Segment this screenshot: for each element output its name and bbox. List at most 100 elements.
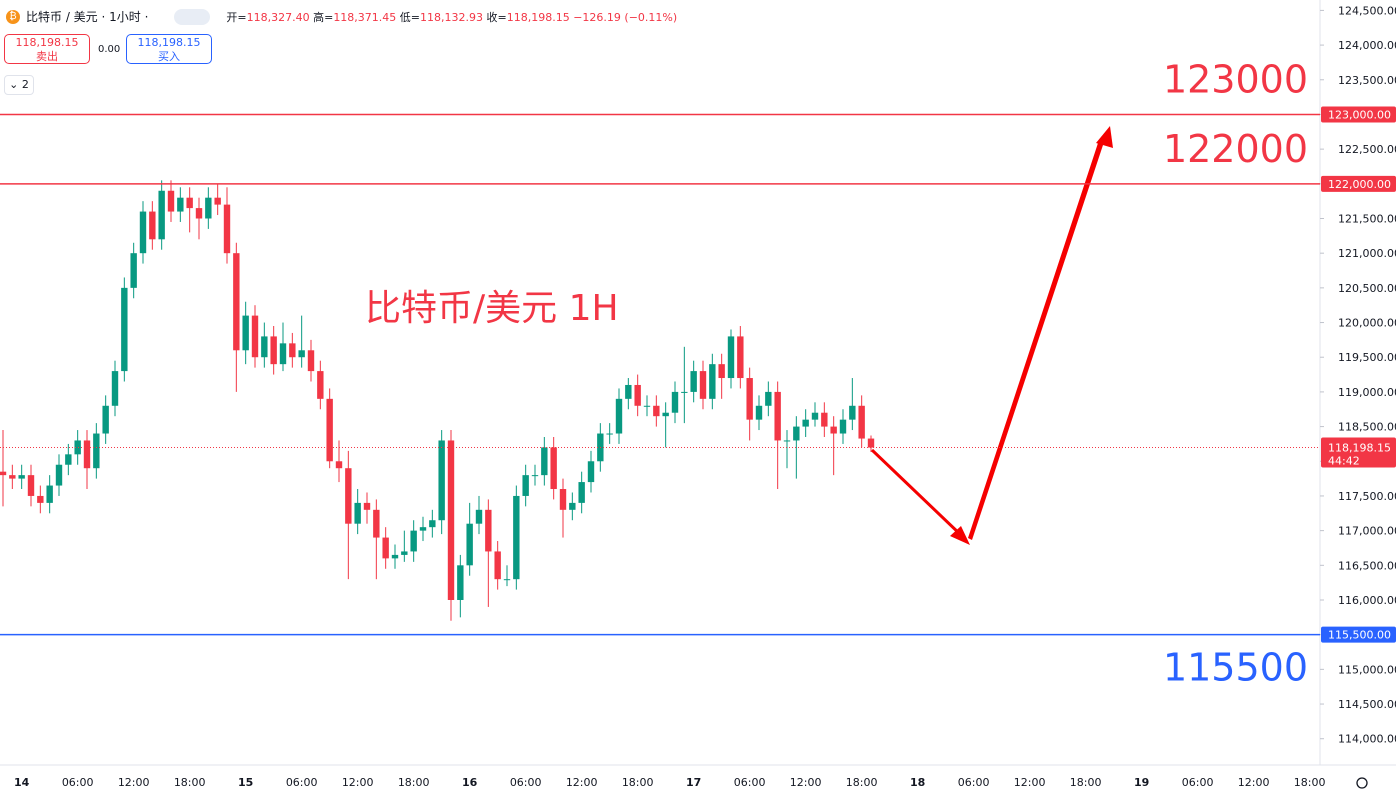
candle-body bbox=[699, 371, 707, 399]
x-tick-label: 15 bbox=[238, 776, 253, 789]
candle-body bbox=[363, 502, 371, 510]
level-text: 122000 bbox=[1163, 127, 1308, 171]
candle-body bbox=[690, 371, 697, 392]
candle-body bbox=[9, 475, 16, 479]
y-tick-label: 117,000.00 bbox=[1338, 525, 1396, 538]
x-tick-label: 06:00 bbox=[510, 776, 542, 789]
candle-body bbox=[447, 440, 455, 600]
candle-body bbox=[513, 495, 520, 580]
candle-body bbox=[261, 336, 268, 358]
candle-body bbox=[27, 475, 35, 496]
chart-title: 比特币/美元 1H bbox=[365, 288, 619, 329]
x-tick-label: 16 bbox=[462, 776, 478, 789]
candle-body bbox=[559, 489, 567, 510]
candle-body bbox=[765, 391, 772, 406]
candle-body bbox=[867, 438, 875, 448]
candle-body bbox=[223, 204, 231, 254]
symbol[interactable]: 比特币 / 美元 · 1小时 · bbox=[26, 10, 149, 24]
candle-body bbox=[37, 495, 44, 503]
candle-body bbox=[737, 336, 744, 379]
candle-body bbox=[317, 371, 324, 399]
x-tick-label: 18:00 bbox=[1294, 776, 1326, 789]
buy-button[interactable]: 118,198.15 买入 bbox=[126, 34, 212, 64]
ohlc: 开=118,327.40 高=118,371.45 低=118,132.93 收… bbox=[226, 9, 677, 25]
sell-button[interactable]: 118,198.15 卖出 bbox=[4, 34, 90, 64]
level-text: 123000 bbox=[1163, 57, 1308, 101]
candle-body bbox=[531, 475, 539, 477]
candle-body bbox=[811, 412, 819, 420]
candle-body bbox=[233, 253, 240, 351]
y-tick-label: 120,000.00 bbox=[1338, 317, 1396, 330]
candle-body bbox=[410, 530, 417, 552]
candle-body bbox=[270, 336, 277, 365]
x-tick-label: 19 bbox=[1134, 776, 1149, 789]
candle-body bbox=[391, 554, 399, 559]
y-tick-label: 121,000.00 bbox=[1338, 247, 1396, 260]
y-tick-label: 124,500.00 bbox=[1338, 4, 1396, 17]
candle-body bbox=[718, 364, 725, 379]
candle-body bbox=[354, 502, 361, 524]
candle-body bbox=[485, 509, 492, 552]
x-tick-label: 06:00 bbox=[62, 776, 94, 789]
y-tick-label: 117,500.00 bbox=[1338, 490, 1396, 503]
indicator-pill[interactable] bbox=[174, 8, 211, 25]
candle-body bbox=[158, 190, 165, 240]
y-tick-label: 119,000.00 bbox=[1338, 386, 1396, 399]
arrows bbox=[870, 126, 1113, 545]
y-tick-label: 121,500.00 bbox=[1338, 212, 1396, 225]
candle-body bbox=[503, 579, 511, 581]
y-tick-label: 122,500.00 bbox=[1338, 143, 1396, 156]
candle-body bbox=[457, 565, 464, 600]
settings-icon[interactable] bbox=[1356, 777, 1368, 789]
x-tick-label: 12:00 bbox=[118, 776, 150, 789]
x-tick-label: 18:00 bbox=[398, 776, 430, 789]
y-tick-label: 116,500.00 bbox=[1338, 559, 1396, 572]
candle-body bbox=[111, 371, 119, 406]
candle-body bbox=[195, 208, 203, 219]
candle-body bbox=[475, 509, 483, 524]
x-tick-label: 06:00 bbox=[734, 776, 766, 789]
low-label: 低= bbox=[399, 10, 421, 24]
indicators-toggle[interactable]: ⌄ 2 bbox=[4, 75, 34, 95]
candle-body bbox=[681, 391, 688, 393]
candle-body bbox=[550, 447, 557, 490]
candle-body bbox=[802, 419, 809, 427]
candle-body bbox=[541, 447, 548, 476]
close-label: 收= bbox=[486, 10, 507, 24]
x-tick-label: 12:00 bbox=[1014, 776, 1046, 789]
candle-body bbox=[634, 384, 641, 406]
level-box bbox=[1321, 175, 1396, 192]
symbol-header: ₿ 比特币 / 美元 · 1小时 · 开=118,327.40 高=118,37… bbox=[6, 8, 677, 25]
buy-price: 118,198.15 bbox=[137, 36, 201, 49]
x-tick-label: 12:00 bbox=[342, 776, 374, 789]
candle-body bbox=[251, 315, 259, 358]
open-label: 开= bbox=[226, 10, 247, 24]
y-tick-label: 114,000.00 bbox=[1338, 733, 1396, 746]
arrow-down bbox=[870, 448, 964, 538]
y-tick-label: 114,500.00 bbox=[1338, 698, 1396, 711]
candle-body bbox=[130, 253, 137, 288]
close: 118,198.15 bbox=[506, 10, 570, 24]
last-price-label: 118,198.15 bbox=[1328, 442, 1391, 455]
x-tick-label: 06:00 bbox=[286, 776, 318, 789]
candle-body bbox=[569, 502, 576, 510]
candle-body bbox=[401, 551, 408, 555]
candle-body bbox=[186, 197, 193, 209]
candle-body bbox=[793, 426, 800, 441]
candle-body bbox=[625, 384, 632, 399]
candle-body bbox=[0, 471, 7, 476]
candle-body bbox=[839, 419, 847, 434]
candle-body bbox=[335, 461, 343, 469]
candle-body bbox=[774, 391, 781, 441]
x-tick-label: 12:00 bbox=[566, 776, 598, 789]
y-tick-label: 115,000.00 bbox=[1338, 663, 1396, 676]
candle-body bbox=[466, 523, 473, 566]
y-tick-label: 120,500.00 bbox=[1338, 282, 1396, 295]
candle-body bbox=[214, 197, 221, 205]
countdown: 44:42 bbox=[1328, 455, 1360, 468]
candle-body bbox=[55, 464, 63, 486]
y-tick-label: 116,000.00 bbox=[1338, 594, 1396, 607]
candle-body bbox=[345, 468, 352, 524]
x-tick-label: 18:00 bbox=[622, 776, 654, 789]
